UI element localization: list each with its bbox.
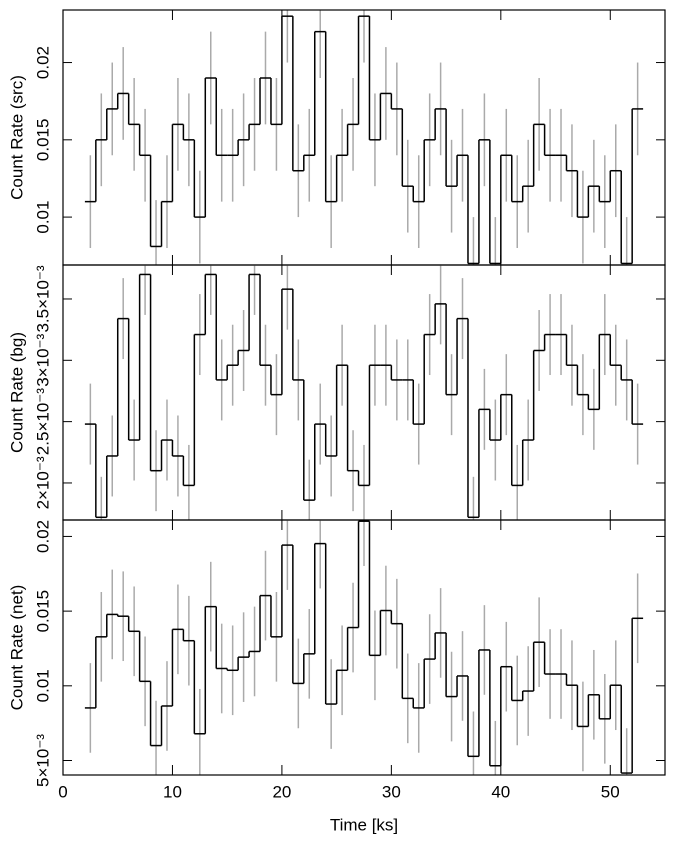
step-connector xyxy=(95,274,633,518)
plot-frame xyxy=(62,519,666,776)
y-tick-label: 2.5×10⁻³ xyxy=(33,388,52,455)
y-tick-label: 0.02 xyxy=(33,520,52,553)
x-tick-label: 40 xyxy=(491,782,510,801)
y-tick-label: 0.02 xyxy=(33,46,52,79)
y-tick-label: 5×10⁻³ xyxy=(33,734,52,787)
step-connector xyxy=(95,16,633,264)
x-tick-label: 0 xyxy=(58,782,67,801)
y-axis-label: Count Rate (src) xyxy=(7,75,26,200)
step-connector xyxy=(95,521,633,774)
x-tick-label: 10 xyxy=(163,782,182,801)
y-tick-label: 0.015 xyxy=(33,119,52,162)
y-tick-label: 0.015 xyxy=(33,590,52,633)
x-axis-label: Time [ks] xyxy=(330,815,398,834)
x-tick-label: 30 xyxy=(382,782,401,801)
y-tick-label: 0.01 xyxy=(33,201,52,234)
y-tick-label: 2×10⁻³ xyxy=(33,456,52,509)
y-tick-label: 3×10⁻³ xyxy=(33,334,52,387)
x-tick-label: 50 xyxy=(601,782,620,801)
y-axis-label: Count Rate (net) xyxy=(7,585,26,711)
y-tick-label: 0.01 xyxy=(33,669,52,702)
y-axis-label: Count Rate (bg) xyxy=(7,332,26,453)
x-tick-label: 20 xyxy=(272,782,291,801)
y-tick-label: 3.5×10⁻³ xyxy=(33,265,52,332)
